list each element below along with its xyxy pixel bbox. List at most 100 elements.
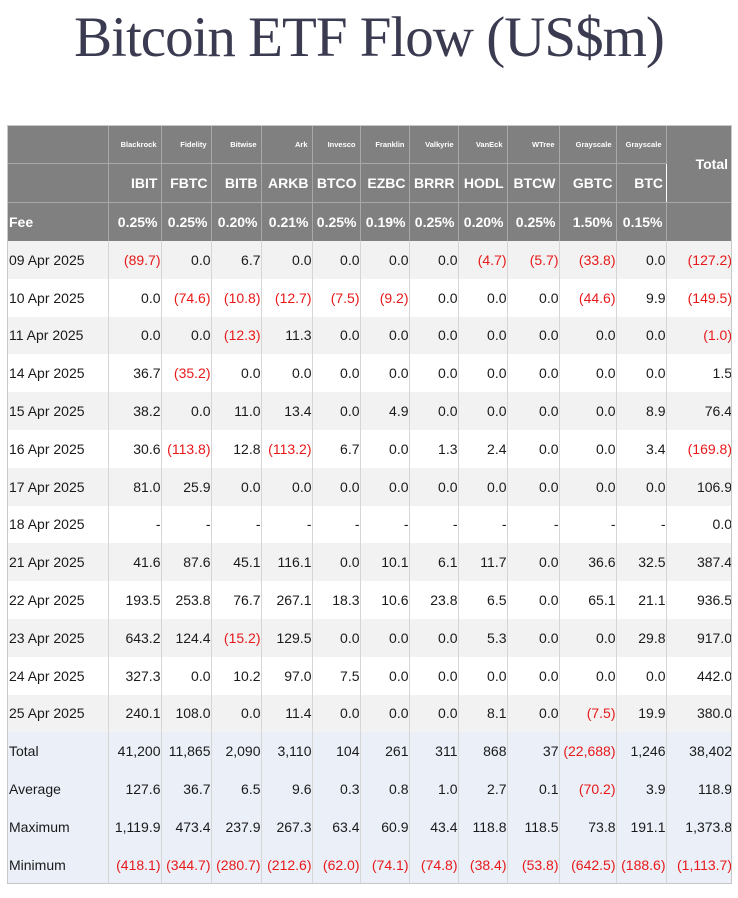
summary-cell: 311	[409, 732, 459, 771]
table-row: 17 Apr 2025 81.0 25.9 0.0 0.0 0.0 0.0 0.0 0.0 0.0…	[7, 467, 732, 506]
issuer-header: Franklin	[360, 125, 410, 164]
flow-cell: 76.7	[211, 581, 262, 619]
summary-cell: 60.9	[360, 807, 410, 846]
flow-cell: 124.4	[161, 618, 212, 657]
flow-cell: 0.0	[409, 354, 459, 393]
summary-cell: 3,110	[261, 732, 313, 771]
flow-cell: 8.1	[458, 694, 508, 733]
flow-cell: 0.0	[559, 656, 617, 695]
ticker-header: IBIT	[108, 163, 162, 203]
table-row: 15 Apr 2025 38.2 0.0 11.0 13.4 0.0 4.9 0.0 0.0 0.…	[7, 392, 732, 430]
flow-cell: 0.0	[458, 316, 508, 355]
fee-value: 0.20%	[211, 202, 262, 241]
table-row: 09 Apr 2025 (89.7) 0.0 6.7 0.0 0.0 0.0 0.0 (4.7)…	[7, 241, 732, 279]
fee-value: 0.20%	[458, 202, 508, 241]
flow-cell: 97.0	[261, 656, 313, 695]
summary-cell: (418.1)	[108, 845, 162, 884]
summary-row: Minimum (418.1) (344.7) (280.7) (212.6) (62.0…	[7, 845, 732, 884]
flow-cell: (7.5)	[312, 278, 361, 317]
fee-label: Fee	[7, 202, 109, 241]
summary-cell: (74.1)	[360, 845, 410, 884]
fee-header-row: Fee 0.25% 0.25% 0.20% 0.21% 0.25% 0.19% 0.25% 0…	[7, 202, 732, 241]
flow-cell: -	[211, 505, 262, 544]
flow-cell: 0.0	[409, 618, 459, 657]
summary-cell: (74.8)	[409, 845, 459, 884]
flow-cell: (113.2)	[261, 429, 313, 468]
fee-value: 1.50%	[559, 202, 617, 241]
flow-cell: 0.0	[559, 392, 617, 430]
issuer-header: Bitwise	[211, 125, 262, 164]
ticker-header: ARKB	[261, 163, 313, 203]
flow-cell: (12.7)	[261, 278, 313, 317]
issuer-header: VanEck	[458, 125, 508, 164]
summary-cell: (62.0)	[312, 845, 361, 884]
flow-cell: (9.2)	[360, 278, 410, 317]
flow-cell: 0.0	[312, 694, 361, 733]
summary-cell: 9.6	[261, 770, 313, 808]
flow-cell: 0.0	[161, 656, 212, 695]
flow-cell: -	[616, 505, 667, 544]
daily-flow-rows: 09 Apr 2025 (89.7) 0.0 6.7 0.0 0.0 0.0 0.0 (4.7)…	[7, 241, 732, 733]
summary-label: Minimum	[7, 845, 109, 884]
flow-cell: 87.6	[161, 543, 212, 582]
flow-cell: 10.1	[360, 543, 410, 582]
table-row: 16 Apr 2025 30.6 (113.8) 12.8 (113.2) 6.7 0.0 1…	[7, 429, 732, 468]
flow-cell: 0.0	[616, 316, 667, 355]
summary-rows: Total 41,200 11,865 2,090 3,110 104 261 311 868 3…	[7, 732, 732, 884]
ticker-header: FBTC	[161, 163, 212, 203]
flow-cell: 0.0	[409, 467, 459, 506]
flow-cell: 643.2	[108, 618, 162, 657]
page-title: Bitcoin ETF Flow (US$m)	[74, 6, 665, 69]
flow-cell: 108.0	[161, 694, 212, 733]
flow-cell: 0.0	[312, 392, 361, 430]
fee-value: 0.25%	[409, 202, 459, 241]
fee-value: 0.21%	[261, 202, 313, 241]
flow-cell: 0.0	[360, 467, 410, 506]
summary-label: Total	[7, 732, 109, 771]
flow-cell: -	[507, 505, 560, 544]
summary-cell: (280.7)	[211, 845, 262, 884]
flow-cell: (7.5)	[559, 694, 617, 733]
flow-cell: 6.1	[409, 543, 459, 582]
flow-cell: 76.4	[666, 392, 732, 430]
flow-cell: (33.8)	[559, 241, 617, 279]
flow-cell: 0.0	[507, 316, 560, 355]
flow-cell: 0.0	[261, 354, 313, 393]
flow-cell: 0.0	[409, 656, 459, 695]
summary-cell: 1,119.9	[108, 807, 162, 846]
flow-cell: 0.0	[507, 354, 560, 393]
ticker-header: BTCO	[312, 163, 361, 203]
table-row: 14 Apr 2025 36.7 (35.2) 0.0 0.0 0.0 0.0 0.0 0.0 0…	[7, 354, 732, 393]
table-row: 18 Apr 2025- - - - - - - - - - -0.0	[7, 505, 732, 544]
ticker-header: BITB	[211, 163, 262, 203]
summary-cell: (188.6)	[616, 845, 667, 884]
summary-cell: 473.4	[161, 807, 212, 846]
summary-cell: 41,200	[108, 732, 162, 771]
flow-cell: 0.0	[458, 392, 508, 430]
flow-cell: 21.1	[616, 581, 667, 619]
flow-cell: 0.0	[409, 392, 459, 430]
table-row: 22 Apr 2025 193.5 253.8 76.7 267.1 18.3 10.6 23…	[7, 581, 732, 619]
flow-cell: 116.1	[261, 543, 313, 582]
flow-cell: 0.0	[360, 656, 410, 695]
issuer-header: Grayscale	[616, 125, 667, 164]
flow-cell: (12.3)	[211, 316, 262, 355]
summary-cell: (344.7)	[161, 845, 212, 884]
summary-cell: 1,373.8	[666, 807, 732, 846]
flow-cell: 0.0	[261, 467, 313, 506]
flow-cell: 0.0	[507, 392, 560, 430]
summary-cell: 127.6	[108, 770, 162, 808]
flow-cell: -	[108, 505, 162, 544]
summary-cell: 1.0	[409, 770, 459, 808]
flow-cell: 0.0	[161, 392, 212, 430]
flow-cell: 36.6	[559, 543, 617, 582]
flow-cell: 10.6	[360, 581, 410, 619]
row-date: 11 Apr 2025	[7, 316, 109, 355]
flow-cell: 0.0	[616, 241, 667, 279]
summary-label: Maximum	[7, 807, 109, 846]
summary-cell: 191.1	[616, 807, 667, 846]
flow-cell: 1.5	[666, 354, 732, 393]
flow-cell: 45.1	[211, 543, 262, 582]
flow-cell: 0.0	[211, 694, 262, 733]
flow-cell: 240.1	[108, 694, 162, 733]
